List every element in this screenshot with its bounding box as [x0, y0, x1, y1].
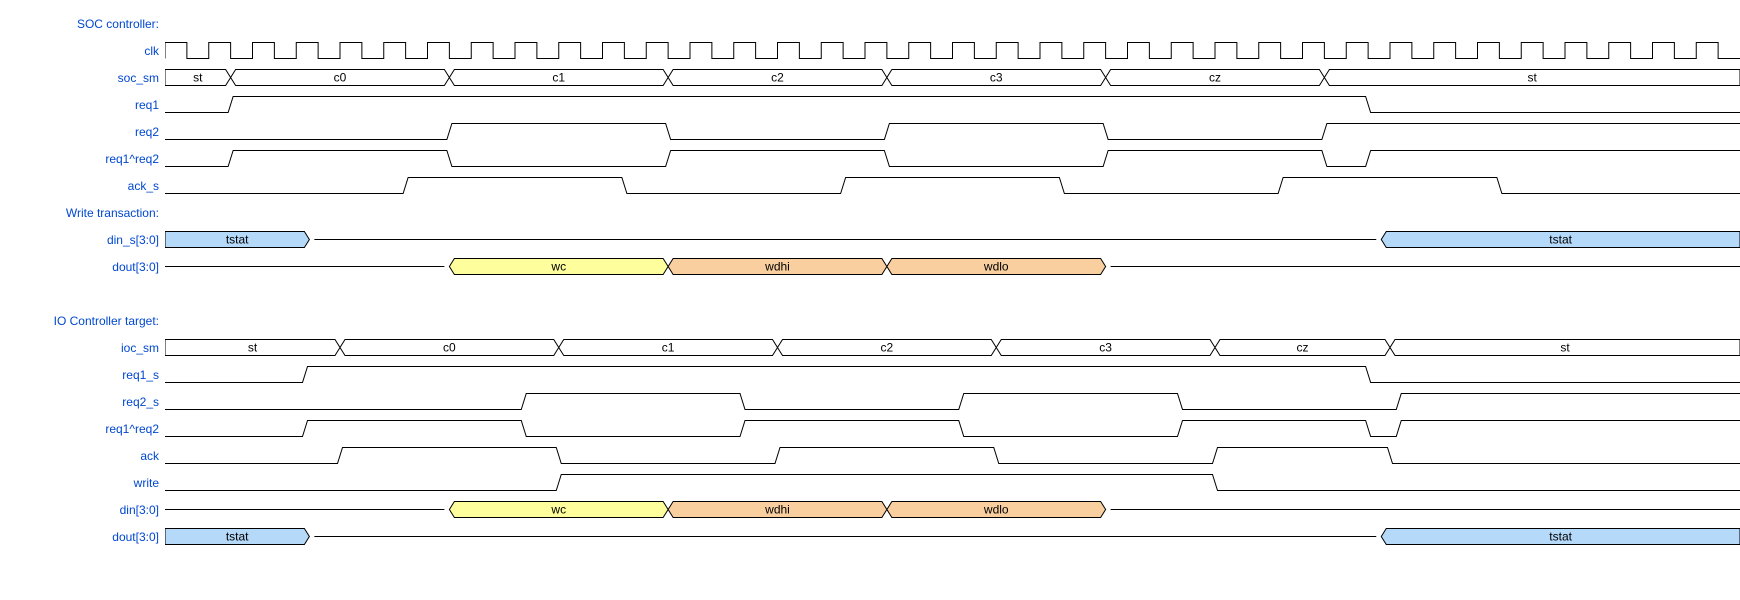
svg-text:c1: c1 [662, 341, 675, 355]
svg-text:tstat: tstat [1549, 233, 1572, 247]
signal-label: Write transaction: [10, 206, 165, 220]
signal-label: req2 [10, 125, 165, 139]
signal-label: req1 [10, 98, 165, 112]
svg-text:wdhi: wdhi [764, 503, 790, 517]
svg-text:c0: c0 [334, 71, 347, 85]
waveform [165, 172, 1740, 199]
section-header: IO Controller target: [10, 307, 1730, 334]
signal-label: din[3:0] [10, 503, 165, 517]
section-header: SOC controller: [10, 10, 1730, 37]
signal-label: soc_sm [10, 71, 165, 85]
section-header: Write transaction: [10, 199, 1730, 226]
signal-label: clk [10, 44, 165, 58]
svg-text:c1: c1 [552, 71, 565, 85]
signal-label: req1_s [10, 368, 165, 382]
svg-text:wdhi: wdhi [764, 260, 790, 274]
row-wire: ack_s [10, 172, 1730, 199]
waveform [165, 10, 1730, 37]
row-wire: req1^req2 [10, 145, 1730, 172]
signal-label: IO Controller target: [10, 314, 165, 328]
svg-text:c3: c3 [990, 71, 1003, 85]
waveform [165, 199, 1730, 226]
svg-text:st: st [1528, 71, 1538, 85]
svg-text:cz: cz [1297, 341, 1309, 355]
waveform: tstat tstat [165, 226, 1740, 253]
waveform: tstat tstat [165, 523, 1740, 550]
row-bus: ioc_sm st c0 c1 c2 c3 cz st [10, 334, 1730, 361]
svg-text:wdlo: wdlo [983, 503, 1009, 517]
waveform [165, 469, 1740, 496]
waveform: wc wdhi wdlo [165, 253, 1740, 280]
timing-diagram: SOC controller:clksoc_smstc0c1c2c3czstre… [10, 10, 1730, 550]
waveform [165, 388, 1740, 415]
signal-label: ack_s [10, 179, 165, 193]
signal-label: dout[3:0] [10, 530, 165, 544]
row-clock: clk [10, 37, 1730, 64]
row-bus: din_s[3:0] tstat tstat [10, 226, 1730, 253]
row-bus: soc_sm st c0 c1 c2 c3 cz st [10, 64, 1730, 91]
signal-label: req1^req2 [10, 152, 165, 166]
svg-text:c2: c2 [881, 341, 894, 355]
signal-label: write [10, 476, 165, 490]
svg-text:wc: wc [550, 503, 566, 517]
svg-text:c0: c0 [443, 341, 456, 355]
svg-text:wdlo: wdlo [983, 260, 1009, 274]
svg-text:cz: cz [1209, 71, 1221, 85]
row-bus: dout[3:0] wc wdhi wdlo [10, 253, 1730, 280]
row-wire: req1^req2 [10, 415, 1730, 442]
row-wire: ack [10, 442, 1730, 469]
row-wire: req1_s [10, 361, 1730, 388]
row-wire: write [10, 469, 1730, 496]
svg-text:wc: wc [550, 260, 566, 274]
signal-label: req2_s [10, 395, 165, 409]
waveform: wc wdhi wdlo [165, 496, 1740, 523]
svg-text:st: st [1560, 341, 1570, 355]
spacer [10, 280, 1730, 307]
svg-text:c3: c3 [1099, 341, 1112, 355]
signal-label: din_s[3:0] [10, 233, 165, 247]
waveform [165, 307, 1730, 334]
waveform [165, 145, 1740, 172]
waveform [165, 91, 1740, 118]
signal-label: SOC controller: [10, 17, 165, 31]
waveform: st c0 c1 c2 c3 cz st [165, 64, 1740, 91]
waveform [165, 361, 1740, 388]
row-wire: req2_s [10, 388, 1730, 415]
row-wire: req2 [10, 118, 1730, 145]
row-bus: din[3:0] wc wdhi wdlo [10, 496, 1730, 523]
signal-label: ioc_sm [10, 341, 165, 355]
waveform [165, 37, 1740, 64]
svg-text:c2: c2 [771, 71, 784, 85]
svg-text:st: st [248, 341, 258, 355]
waveform [165, 415, 1740, 442]
signal-label: req1^req2 [10, 422, 165, 436]
svg-text:tstat: tstat [226, 233, 249, 247]
signal-label: dout[3:0] [10, 260, 165, 274]
waveform [165, 118, 1740, 145]
svg-text:tstat: tstat [1549, 530, 1572, 544]
waveform [165, 442, 1740, 469]
svg-text:st: st [193, 71, 203, 85]
waveform: st c0 c1 c2 c3 cz st [165, 334, 1740, 361]
signal-label: ack [10, 449, 165, 463]
row-bus: dout[3:0] tstat tstat [10, 523, 1730, 550]
svg-text:tstat: tstat [226, 530, 249, 544]
row-wire: req1 [10, 91, 1730, 118]
